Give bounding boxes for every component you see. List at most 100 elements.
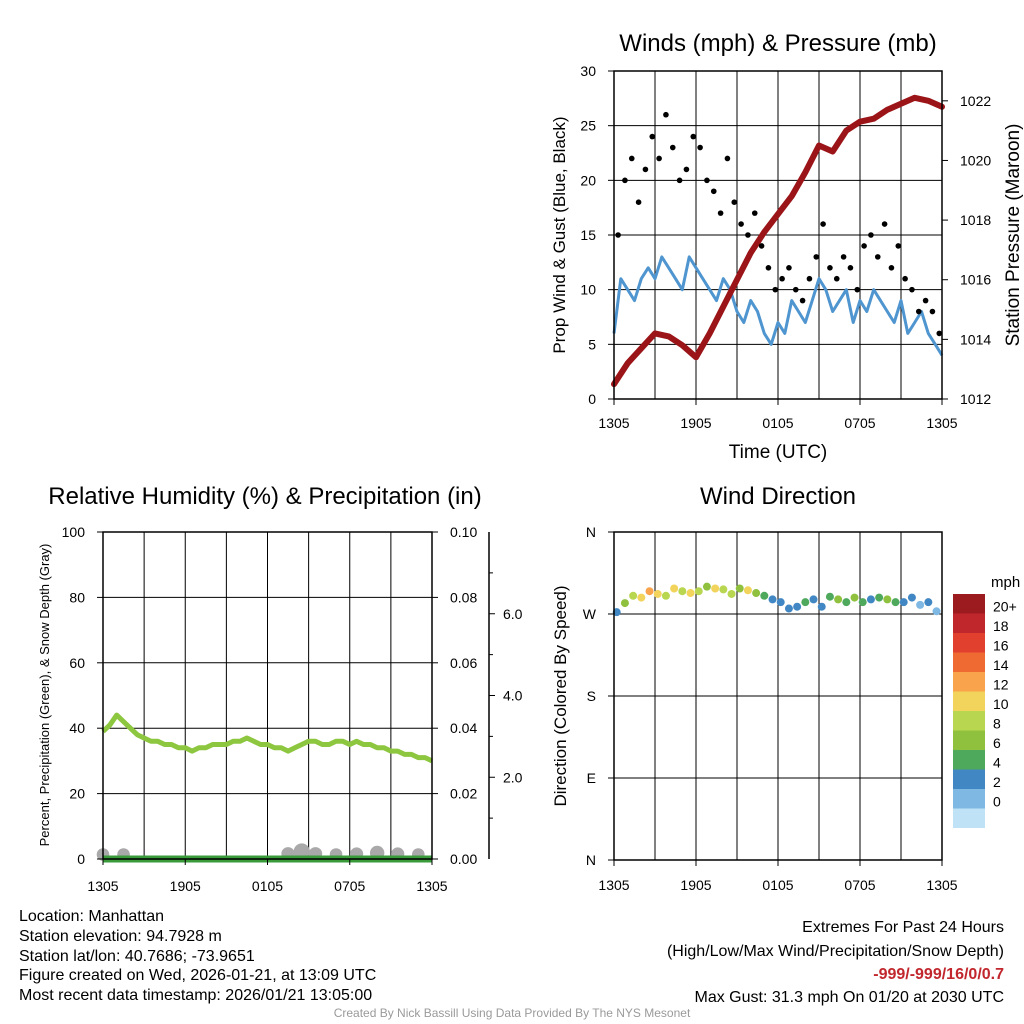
direction-point [678, 587, 687, 596]
direction-point [858, 598, 867, 607]
gust-point [663, 111, 669, 118]
direction-point [916, 600, 925, 609]
winds-x-tick-label: 1305 [926, 415, 957, 431]
colorbar-swatch [953, 730, 985, 750]
winds-y-tick-label: 5 [588, 336, 596, 352]
direction-point [776, 598, 785, 607]
direction-y-tick-label: S [587, 688, 596, 704]
snow-y3-tick-label: 4.0 [503, 688, 523, 704]
winds-x-tick-label: 0105 [762, 415, 793, 431]
direction-y-tick-label: N [586, 852, 596, 868]
gust-point [656, 155, 662, 162]
snow-y3-tick-label: 2.0 [503, 769, 523, 785]
credit-line: Created By Nick Bassill Using Data Provi… [333, 1006, 691, 1020]
direction-point [932, 607, 941, 616]
direction-x-tick-label: 1305 [926, 877, 957, 893]
direction-title: Wind Direction [700, 483, 856, 510]
winds-y2-tick-label: 1012 [960, 391, 991, 407]
humidity-series [101, 712, 434, 764]
colorbar-swatch [953, 711, 985, 731]
gust-point [840, 254, 847, 260]
gust-point [758, 243, 765, 249]
colorbar-swatch [953, 672, 985, 692]
gust-point [649, 133, 656, 140]
winds-y-tick-label: 0 [588, 391, 596, 407]
gust-point [697, 144, 703, 151]
gust-point [745, 232, 751, 238]
precip-y2-tick-label: 0.10 [450, 524, 477, 540]
gust-point [772, 286, 779, 293]
colorbar-tick-label: 20+ [993, 599, 1017, 615]
colorbar-swatch [953, 789, 985, 809]
direction-x-tick-label: 1305 [598, 877, 629, 893]
colorbar-tick-label: 14 [993, 657, 1009, 673]
gust-point [936, 330, 943, 337]
gust-point [820, 221, 826, 227]
winds-y-tick-label: 30 [580, 63, 596, 79]
colorbar-swatch [953, 691, 985, 711]
direction-point [809, 595, 818, 604]
direction-point [768, 595, 777, 604]
gust-point [635, 199, 642, 205]
wind-line [612, 255, 944, 357]
colorbar-tick-label: 2 [993, 774, 1001, 790]
gust-point [922, 297, 929, 304]
winds-x-tick-label: 1905 [680, 415, 711, 431]
gust-point [868, 232, 874, 238]
humidity-y-ticks: 0 20 40 60 80 100 [62, 524, 103, 867]
winds-y-tick-label: 15 [580, 227, 596, 243]
humidity-x-ticks: 1305 1905 0105 0705 1305 [87, 859, 448, 894]
direction-x-tick-label: 0705 [844, 877, 875, 893]
gust-point [861, 243, 867, 249]
gust-point [615, 232, 621, 238]
extremes-description: (High/Low/Max Wind/Precipitation/Snow De… [666, 943, 1004, 960]
gust-point [690, 133, 697, 140]
gust-point [888, 265, 895, 271]
gust-point [929, 308, 936, 315]
colorbar-swatch [953, 613, 985, 633]
direction-point [727, 589, 736, 598]
winds-y2-label: Station Pressure (Maroon) [1003, 124, 1024, 347]
gust-point [806, 275, 813, 282]
direction-y-tick-label: N [586, 524, 596, 540]
station-elevation: Station elevation: 94.7928 m [19, 928, 222, 945]
snow-y3-ticks: 2.0 4.0 6.0 [489, 572, 523, 819]
winds-y2-tick-label: 1020 [960, 152, 991, 168]
gust-point [738, 221, 744, 227]
humidity-x-tick-label: 0705 [334, 878, 365, 894]
gust-point [902, 275, 908, 282]
direction-point [661, 591, 670, 600]
gust-point [765, 265, 772, 271]
humidity-x-tick-label: 1305 [416, 878, 447, 894]
direction-point [817, 602, 826, 611]
humidity-x-tick-label: 1305 [87, 878, 118, 894]
colorbar-tick-label: 8 [993, 716, 1001, 732]
gust-point [779, 275, 785, 282]
gust-point [854, 286, 861, 293]
direction-x-ticks: 1305 1905 0105 0705 1305 [598, 860, 958, 893]
direction-point [825, 592, 834, 601]
gust-point [915, 308, 922, 315]
gust-point [847, 265, 854, 271]
humidity-y-tick-label: 20 [69, 786, 85, 802]
humidity-x-tick-label: 1905 [170, 878, 201, 894]
gust-series [615, 111, 943, 337]
direction-x-tick-label: 1905 [680, 877, 711, 893]
direction-point [719, 585, 728, 594]
precip-y2-tick-label: 0.02 [450, 786, 477, 802]
direction-point [907, 593, 916, 602]
gust-point [786, 265, 792, 271]
winds-x-ticks: 1305 1905 0105 0705 1305 [598, 399, 958, 431]
direction-point [629, 591, 638, 600]
humidity-y-tick-label: 60 [69, 655, 85, 671]
direction-y-tick-label: E [587, 770, 596, 786]
gust-point [622, 177, 628, 184]
pressure-series [611, 94, 945, 388]
snow-y3-tick-label: 6.0 [503, 606, 523, 622]
precip-y2-tick-label: 0.06 [450, 655, 477, 671]
direction-y-ticks: N W S E N [583, 524, 614, 868]
colorbar-tick-label: 16 [993, 638, 1009, 654]
colorbar-tick-label: 6 [993, 735, 1001, 751]
gust-point [628, 155, 635, 162]
